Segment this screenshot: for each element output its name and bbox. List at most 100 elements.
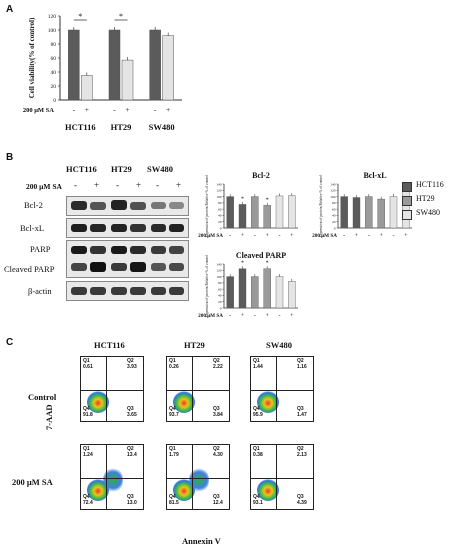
quadrant-percent: 4.39 (297, 499, 307, 506)
quadrant-percent: 95.9 (253, 411, 263, 418)
quadrant-label-q3: Q3 4.39 (297, 494, 307, 506)
quadrant-name: Q1 (253, 446, 260, 452)
significance-star: * (241, 196, 244, 202)
bar (340, 196, 348, 229)
quadrant-gate (167, 390, 229, 392)
bar (251, 276, 259, 309)
bar (275, 276, 284, 309)
quadrant-percent: 1.47 (297, 411, 307, 418)
quadrant-gate (191, 445, 193, 509)
cell-population (103, 467, 123, 493)
y-tick-label: 120 (330, 189, 336, 193)
y-tick-label: 120 (216, 269, 222, 273)
category-label: HT29 (111, 122, 132, 132)
bcl2-chart: Bcl-2 0 20 40 60 80 100 120 140 Expression of pro… (198, 171, 298, 239)
bar (149, 29, 161, 101)
bar (263, 268, 271, 309)
quadrant-label-q2: Q2 2.22 (213, 358, 223, 370)
y-tick-label: 60 (51, 56, 57, 62)
y-tick-label: 60 (332, 207, 336, 211)
y-tick-label: 0 (334, 226, 336, 230)
y-tick-label: 0 (220, 306, 222, 310)
y-tick-label: 60 (218, 207, 222, 211)
y-tick-label: 140 (216, 182, 222, 186)
sign-label: + (290, 233, 294, 239)
flow-col-ht29: HT29 (184, 340, 205, 350)
flow-plot: Q1 1.44 Q2 1.16 Q3 1.47 Q4 95.9 (250, 356, 314, 422)
quadrant-percent: 93.7 (169, 411, 179, 418)
sign-label: + (290, 313, 294, 319)
quadrant-gate (251, 478, 313, 480)
sign-label: - (393, 233, 395, 239)
bar (263, 205, 271, 229)
quadrant-percent: 0.26 (169, 363, 179, 370)
sign-label: + (265, 313, 269, 319)
quadrant-label-q1: Q1 1.79 (169, 446, 179, 458)
quadrant-gate (275, 445, 277, 509)
blot-sign: - (74, 180, 77, 190)
quadrant-label-q2: Q2 2.13 (297, 446, 307, 458)
quadrant-gate (191, 357, 193, 421)
quadrant-percent: 1.44 (253, 363, 263, 370)
y-tick-label: 80 (51, 42, 57, 48)
y-tick-label: 20 (51, 84, 57, 90)
y-tick-label: 100 (216, 195, 222, 199)
flow-col-sw480: SW480 (266, 340, 292, 350)
y-axis-label: Cell viability(% of control) (28, 17, 36, 98)
sign-label: - (229, 233, 231, 239)
blot-header-sw480: SW480 (147, 164, 173, 174)
panel-label-c: C (6, 337, 14, 348)
y-tick-label: 40 (332, 214, 336, 218)
quadrant-label-q4: Q4 93.7 (169, 406, 179, 418)
chart-title: Bcl-xL (363, 171, 386, 180)
quadrant-percent: 13.0 (127, 499, 137, 506)
quadrant-name: Q2 (127, 358, 134, 364)
y-tick-label: 20 (332, 220, 336, 224)
quadrant-gate (81, 478, 143, 480)
treatment-label: 200 μM SA (198, 233, 223, 239)
sign-label: + (241, 233, 245, 239)
flow-row-control: Control (28, 392, 57, 402)
y-tick-label: 40 (218, 214, 222, 218)
blot-sign: - (116, 180, 119, 190)
western-blot: HCT116 HT29 SW480 200 μM SA - + - + - + … (0, 160, 200, 310)
y-axis-label: Expression of protein Relative % of cont… (205, 175, 209, 238)
y-tick-label: 120 (48, 14, 57, 20)
flow-plot: Q1 1.24 Q2 13.4 Q3 13.0 Q4 72.4 (80, 444, 144, 510)
y-tick-label: 60 (218, 287, 222, 291)
quadrant-label-q1: Q1 0.38 (253, 446, 263, 458)
flow-x-axis-label: Annexin V (182, 536, 221, 546)
y-tick-label: 40 (218, 294, 222, 298)
quadrant-name: Q2 (213, 446, 220, 452)
chart-title: Bcl-2 (252, 171, 270, 180)
quadrant-name: Q4 (169, 406, 176, 412)
quadrant-percent: 1.24 (83, 451, 93, 458)
y-tick-label: 80 (332, 201, 336, 205)
blot-lane-parp (66, 240, 189, 278)
legend-swatch (402, 196, 412, 206)
blot-sign: + (176, 180, 182, 190)
y-tick-label: 80 (218, 201, 222, 205)
quadrant-label-q2: Q2 4.30 (213, 446, 223, 458)
sign-label: + (241, 313, 245, 319)
quadrant-percent: 1.16 (297, 363, 307, 370)
cell-population (173, 391, 195, 413)
bar (121, 59, 134, 101)
y-tick-label: 20 (218, 220, 222, 224)
quadrant-percent: 1.79 (169, 451, 179, 458)
sign-label: - (254, 313, 256, 319)
quadrant-label-q4: Q4 81.5 (169, 494, 179, 506)
flow-plot: Q1 0.38 Q2 2.13 Q3 4.39 Q4 93.1 (250, 444, 314, 510)
quadrant-name: Q4 (253, 494, 260, 500)
panel-label-b: B (6, 152, 14, 163)
quadrant-percent: 3.65 (127, 411, 137, 418)
y-axis-label: Expression of protein Relative % of cont… (319, 175, 323, 238)
flow-row-sa: 200 μM SA (12, 477, 53, 487)
quadrant-percent: 0.61 (83, 363, 93, 370)
bar (365, 196, 373, 229)
category-label: SW480 (149, 122, 175, 132)
blot-treatment-label: 200 μM SA (26, 182, 62, 191)
bar (238, 204, 247, 229)
bar (238, 268, 247, 309)
quadrant-name: Q3 (213, 406, 220, 412)
